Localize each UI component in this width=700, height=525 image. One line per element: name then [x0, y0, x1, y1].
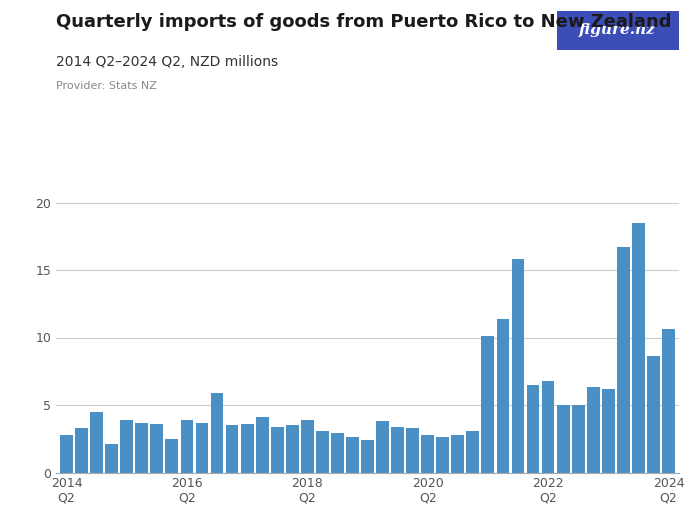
Bar: [542, 381, 554, 472]
Text: Provider: Stats NZ: Provider: Stats NZ: [56, 81, 157, 91]
Bar: [301, 420, 314, 472]
Text: 2014 Q2–2024 Q2, NZD millions: 2014 Q2–2024 Q2, NZD millions: [56, 55, 278, 69]
Bar: [60, 435, 73, 472]
Bar: [647, 356, 660, 472]
Bar: [452, 435, 464, 472]
Text: figure.nz: figure.nz: [580, 23, 656, 37]
Bar: [135, 423, 148, 472]
Bar: [286, 425, 299, 472]
Bar: [436, 437, 449, 472]
Text: Quarterly imports of goods from Puerto Rico to New Zealand: Quarterly imports of goods from Puerto R…: [56, 13, 671, 31]
Bar: [225, 425, 239, 472]
Bar: [195, 423, 209, 472]
Bar: [181, 420, 193, 472]
Bar: [406, 428, 419, 473]
Bar: [241, 424, 253, 472]
Bar: [421, 435, 434, 472]
Bar: [602, 389, 615, 472]
Bar: [165, 439, 178, 472]
Bar: [662, 329, 675, 472]
Bar: [556, 405, 570, 473]
Bar: [150, 424, 163, 472]
Bar: [587, 387, 600, 472]
Bar: [346, 437, 359, 472]
Bar: [376, 421, 389, 472]
Bar: [331, 433, 344, 473]
Bar: [211, 393, 223, 472]
Bar: [632, 223, 645, 472]
Bar: [496, 319, 510, 472]
Bar: [75, 428, 88, 473]
Bar: [617, 247, 630, 472]
Bar: [271, 427, 284, 472]
Bar: [512, 259, 524, 472]
Bar: [361, 440, 374, 472]
Bar: [90, 412, 103, 472]
Bar: [482, 336, 494, 472]
Bar: [256, 417, 269, 472]
Bar: [466, 430, 480, 473]
Bar: [391, 427, 404, 472]
Bar: [316, 430, 329, 473]
Bar: [120, 420, 133, 472]
Bar: [572, 405, 584, 473]
Bar: [526, 385, 540, 472]
Bar: [105, 444, 118, 472]
